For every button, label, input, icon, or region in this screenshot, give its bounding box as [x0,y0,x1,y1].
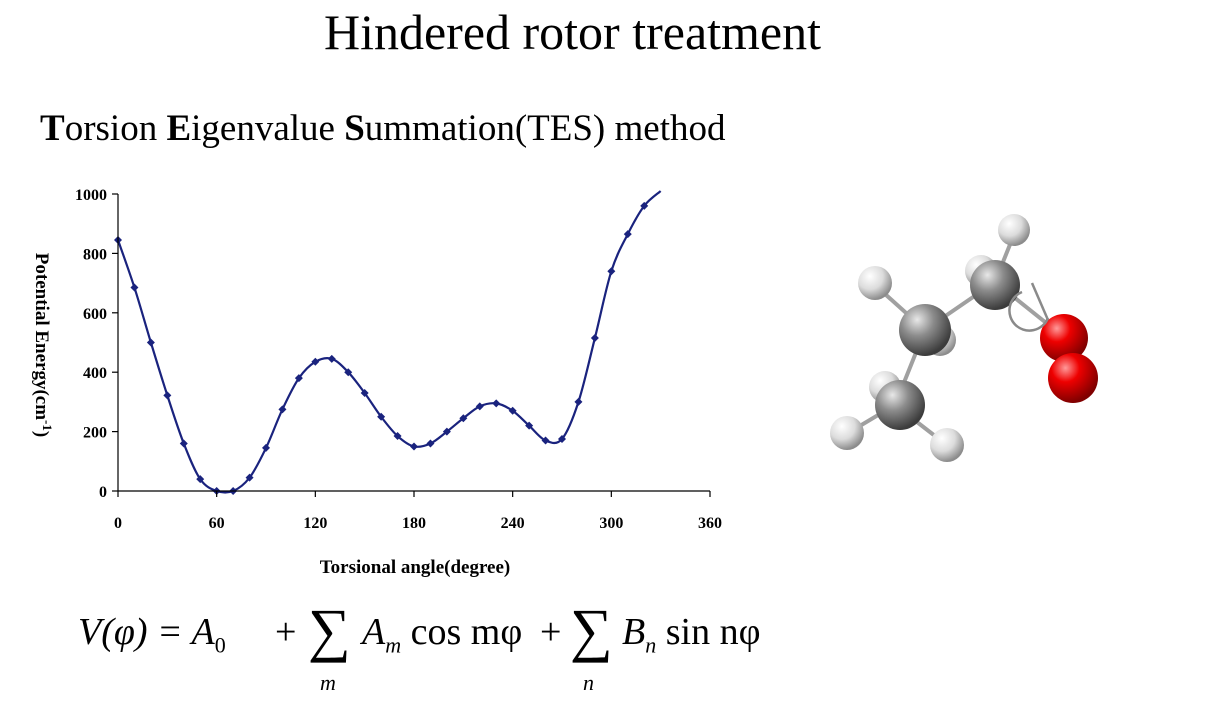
formula-lhs: V(φ) = A [78,611,215,653]
data-point-marker [640,201,649,210]
molecule-3d-model: φ [830,214,1098,462]
x-tick-label: 180 [402,515,426,532]
hydrogen-atom [858,266,892,300]
y-tick-label: 1000 [75,187,107,204]
series-line [116,190,662,494]
x-tick-label: 240 [501,515,525,532]
fourier-series-formula: V(φ) = A0 + ∑ m Am cos mφ + ∑ n Bn sin n… [70,597,761,708]
data-point-marker [262,443,270,452]
oxygen-atom [1040,314,1088,362]
y-tick-label: 800 [83,246,107,263]
formula-term2-func: sin nφ [665,611,761,653]
data-point-marker [590,334,599,343]
data-point-marker [179,439,188,448]
data-point-marker [360,388,369,397]
subtitle-part-3: igenvalue [191,108,345,149]
data-point-marker [311,357,320,366]
formula-sum-2: ∑ [570,597,613,663]
potential-energy-chart: 0 200 400 600 800 1000 0 60 120 180 240 300 360 Tors… [31,187,722,578]
dihedral-angle-indicator [1008,282,1050,332]
subtitle-part-5: ummation(TES) method [364,108,726,149]
axes: 0 200 400 600 800 1000 0 60 120 180 240 300 360 [75,187,722,532]
hydrogen-atom [998,214,1030,246]
data-point-marker [541,436,550,445]
formula-plus-1: + [275,611,297,653]
data-point-marker [475,402,484,411]
data-point-marker [278,405,287,414]
data-point-marker [245,473,254,482]
formula-sum-1: ∑ [308,597,351,663]
x-tick-label: 120 [303,515,327,532]
subtitle-part-1: orsion [64,108,167,149]
data-point-marker [508,406,517,415]
data-point-marker [426,439,435,448]
formula-term1-coef: A [362,611,386,653]
carbon-atom [875,380,925,430]
data-point-marker [574,397,583,406]
formula-a0-sub: 0 [214,632,226,658]
formula-term2-coef: B [622,611,646,653]
subtitle-part-4: S [344,108,365,149]
y-tick-label: 600 [83,306,107,323]
data-point-marker [294,374,303,383]
data-point-marker [410,442,418,451]
formula-sum-1-index: m [320,670,336,695]
slide-title: Hindered rotor treatment [323,4,822,60]
x-axis-label: Torsional angle(degree) [320,557,511,578]
subtitle-part-2: E [166,108,192,149]
x-tick-label: 0 [114,515,122,532]
dihedral-angle-symbol: φ [1032,319,1033,321]
hydrogen-atom [930,428,964,462]
data-point-marker [459,414,468,423]
data-point-marker [607,267,616,276]
data-point-marker [146,338,155,347]
data-point-marker [130,283,139,292]
y-tick-label: 0 [99,484,107,501]
formula-sum-2-index: n [583,670,594,695]
data-point-marker [393,432,402,441]
data-point-marker [327,354,336,363]
formula-term1-sub: m [385,632,402,658]
formula-term1-func: cos mφ [410,611,523,653]
data-point-marker [623,230,632,239]
x-tick-label: 360 [698,515,722,532]
data-point-marker [442,427,451,436]
carbon-atom [970,260,1020,310]
data-point-marker [377,412,386,421]
formula-plus-2: + [540,611,562,653]
x-tick-label: 300 [599,515,623,532]
hydrogen-atom [830,416,864,450]
data-point-marker [344,368,353,377]
y-tick-label: 400 [83,365,107,382]
carbon-atom [899,304,951,356]
oxygen-atom [1048,353,1098,403]
plot-area [114,190,662,495]
data-point-marker [163,391,172,400]
data-point-marker [196,475,205,484]
data-point-marker [525,421,534,430]
y-tick-label: 200 [83,425,107,442]
subtitle-part-0: T [40,108,65,149]
formula-term2-sub: n [645,632,657,658]
data-point-marker [558,435,566,444]
y-axis-label: Potential Energy(cm-1) [31,253,56,437]
x-tick-label: 60 [209,515,225,532]
subtitle: Torsion Eigenvalue Summation(TES) method [40,107,725,151]
data-point-marker [492,399,501,408]
